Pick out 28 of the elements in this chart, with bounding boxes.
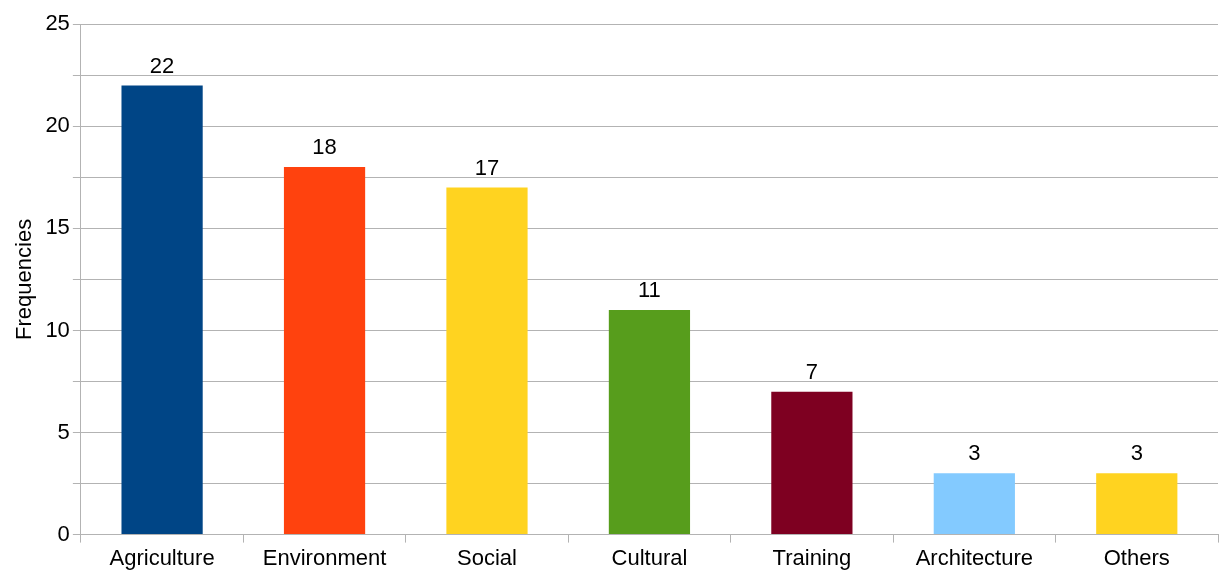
x-tick-label: Environment (262, 544, 387, 570)
y-tick-label: 0 (57, 520, 70, 546)
bar (283, 167, 366, 535)
data-label: 3 (968, 440, 981, 466)
y-tick-label: 15 (45, 214, 70, 240)
y-axis-title: Frequencies (11, 218, 37, 340)
bar (1096, 473, 1178, 535)
data-label: 18 (312, 134, 337, 160)
x-tick-label: Social (457, 544, 517, 570)
bar (446, 187, 528, 535)
data-label: 7 (805, 358, 819, 384)
x-tick-label: Others (1103, 544, 1170, 570)
data-label: 11 (638, 277, 661, 303)
bar (933, 473, 1015, 535)
bar (608, 310, 691, 535)
data-label: 17 (474, 154, 500, 180)
x-tick-label: Cultural (611, 544, 688, 570)
bar (771, 391, 853, 535)
y-tick-label: 20 (45, 112, 70, 138)
y-tick-label: 5 (57, 418, 70, 444)
data-label: 22 (149, 52, 175, 78)
y-tick-label: 25 (45, 10, 70, 36)
y-tick-label: 10 (45, 316, 70, 342)
x-tick-label: Architecture (915, 544, 1034, 570)
x-tick-label: Training (772, 544, 852, 570)
data-label: 3 (1130, 440, 1143, 466)
bar (121, 85, 203, 535)
x-tick-label: Agriculture (109, 544, 215, 570)
